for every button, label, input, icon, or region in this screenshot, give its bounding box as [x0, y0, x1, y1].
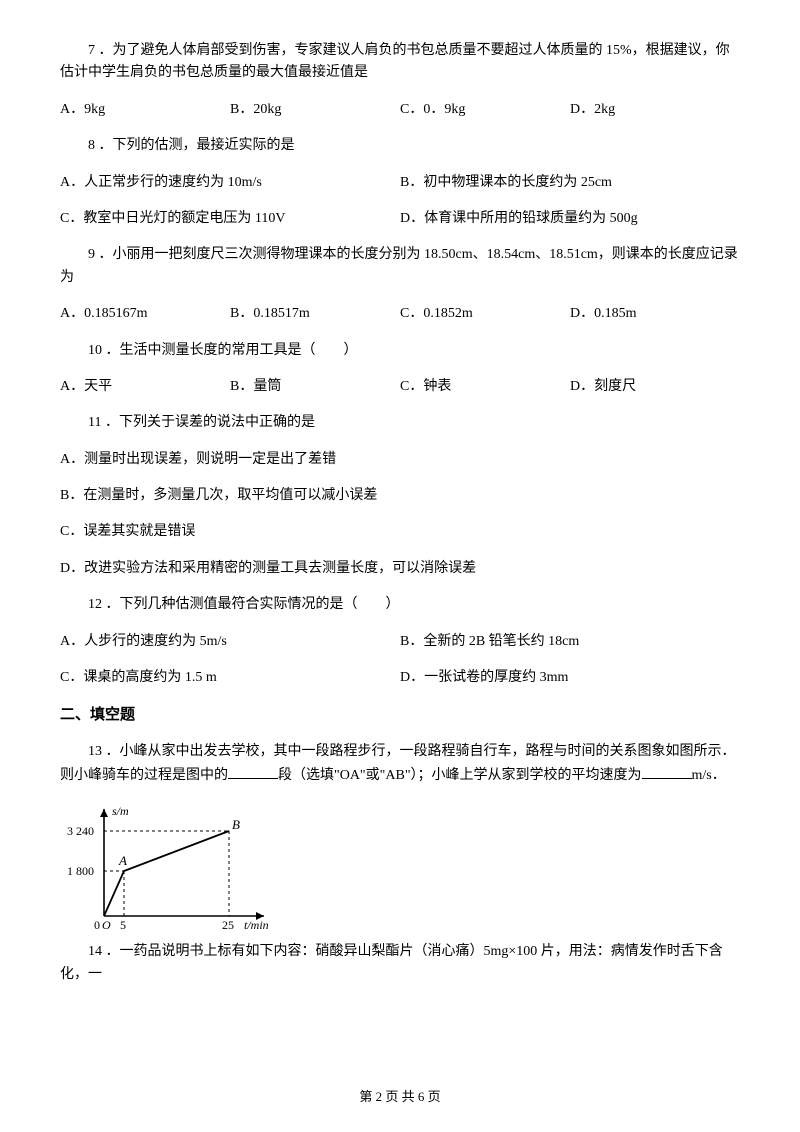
- q11-opt-d: D．改进实验方法和采用精密的测量工具去测量长度，可以消除误差: [60, 558, 740, 580]
- q11-opt-c: C．误差其实就是错误: [60, 521, 740, 543]
- blank-1: [228, 764, 278, 779]
- question-14: 14 ．一药品说明书上标有如下内容：硝酸异山梨酯片（消心痛）5mg×100 片，…: [60, 941, 740, 986]
- q12-opt-c: C．课桌的高度约为 1.5 m: [60, 667, 400, 689]
- point-o-label: O: [102, 918, 111, 931]
- q10-opt-b: B．量筒: [230, 376, 400, 398]
- question-7: 7 ．为了避免人体肩部受到伤害，专家建议人肩负的书包总质量不要超过人体质量的 1…: [60, 40, 740, 85]
- q8-opt-a: A．人正常步行的速度约为 10m/s: [60, 172, 400, 194]
- q11-opt-b: B．在测量时，多测量几次，取平均值可以减小误差: [60, 485, 740, 507]
- data-line: [104, 831, 229, 916]
- question-9: 9 ．小丽用一把刻度尺三次测得物理课本的长度分别为 18.50cm、18.54c…: [60, 244, 740, 289]
- q11-opt-a: A．测量时出现误差，则说明一定是出了差错: [60, 449, 740, 471]
- q9-opt-c: C．0.1852m: [400, 303, 570, 325]
- q13-mid: 段（选填"OA"或"AB"）；小峰上学从家到学校的平均速度为: [278, 768, 642, 783]
- q7-opt-a: A．9kg: [60, 99, 230, 121]
- q8-opt-d: D．体育课中所用的铅球质量约为 500g: [400, 208, 740, 230]
- question-9-options: A．0.185167m B．0.18517m C．0.1852m D．0.185…: [60, 303, 740, 325]
- q7-opt-d: D．2kg: [570, 99, 740, 121]
- x-tick-1: 5: [120, 918, 126, 931]
- q9-opt-b: B．0.18517m: [230, 303, 400, 325]
- q8-opt-b: B．初中物理课本的长度约为 25cm: [400, 172, 740, 194]
- q10-opt-c: C．钟表: [400, 376, 570, 398]
- q7-opt-c: C．0．9kg: [400, 99, 570, 121]
- section-2-title: 二、填空题: [60, 703, 740, 727]
- point-b-label: B: [232, 817, 240, 832]
- question-12: 12 ．下列几种估测值最符合实际情况的是（ ）: [60, 594, 740, 616]
- q13-chart: s/m t/min 3 240 1 800 0 5 25 A B O: [64, 801, 274, 931]
- question-10: 10 ．生活中测量长度的常用工具是（ ）: [60, 340, 740, 362]
- question-8: 8 ．下列的估测，最接近实际的是: [60, 135, 740, 157]
- q9-opt-d: D．0.185m: [570, 303, 740, 325]
- point-a-label: A: [118, 853, 127, 868]
- q10-opt-a: A．天平: [60, 376, 230, 398]
- q7-opt-b: B．20kg: [230, 99, 400, 121]
- q13-suf: m/s．: [692, 768, 726, 783]
- q10-opt-d: D．刻度尺: [570, 376, 740, 398]
- y-tick-2: 3 240: [67, 824, 94, 838]
- page-footer: 第 2 页 共 6 页: [0, 1087, 800, 1108]
- q12-opt-d: D．一张试卷的厚度约 3mm: [400, 667, 740, 689]
- question-8-options: A．人正常步行的速度约为 10m/s B．初中物理课本的长度约为 25cm C．…: [60, 172, 740, 231]
- q12-opt-b: B．全新的 2B 铅笔长约 18cm: [400, 631, 740, 653]
- y-label: s/m: [112, 804, 129, 818]
- x-tick-2: 25: [222, 918, 234, 931]
- q9-opt-a: A．0.185167m: [60, 303, 230, 325]
- question-11: 11 ．下列关于误差的说法中正确的是: [60, 412, 740, 434]
- origin-label: 0: [94, 918, 100, 931]
- y-tick-1: 1 800: [67, 864, 94, 878]
- question-12-options: A．人步行的速度约为 5m/s B．全新的 2B 铅笔长约 18cm C．课桌的…: [60, 631, 740, 690]
- question-13: 13 ．小峰从家中出发去学校，其中一段路程步行，一段路程骑自行车，路程与时间的关…: [60, 741, 740, 787]
- question-7-options: A．9kg B．20kg C．0．9kg D．2kg: [60, 99, 740, 121]
- x-label: t/min: [244, 918, 269, 931]
- blank-2: [642, 764, 692, 779]
- question-10-options: A．天平 B．量筒 C．钟表 D．刻度尺: [60, 376, 740, 398]
- y-arrow-icon: [100, 809, 108, 817]
- q12-opt-a: A．人步行的速度约为 5m/s: [60, 631, 400, 653]
- q8-opt-c: C．教室中日光灯的额定电压为 110V: [60, 208, 400, 230]
